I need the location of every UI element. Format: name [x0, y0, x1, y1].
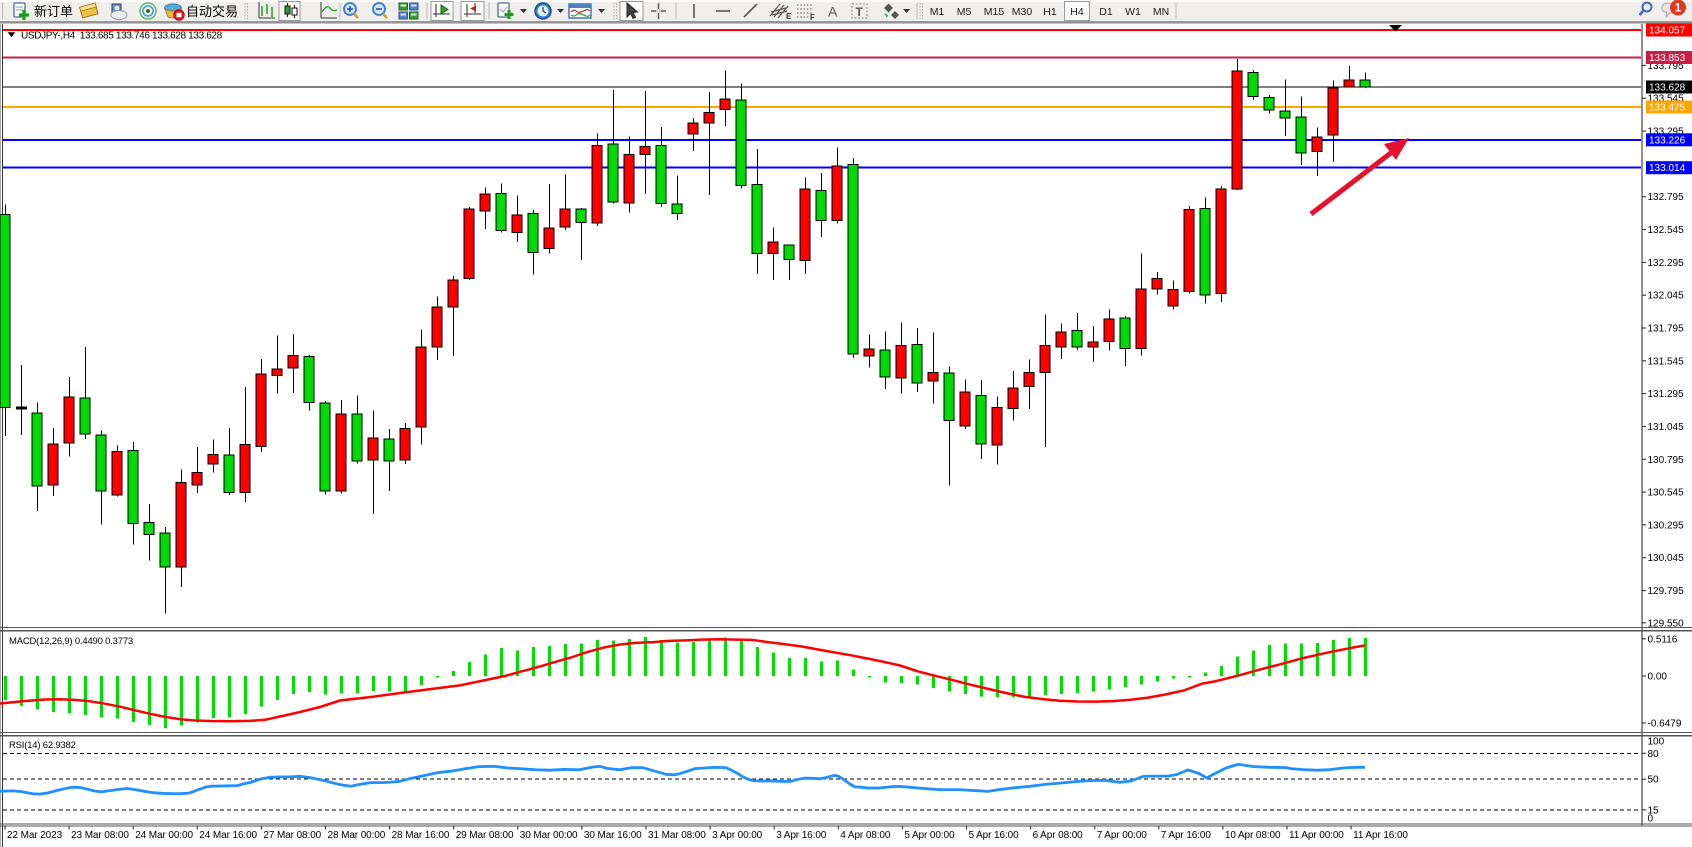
svg-text:130.795: 130.795: [1648, 455, 1685, 466]
svg-text:10 Apr 08:00: 10 Apr 08:00: [1225, 830, 1281, 841]
svg-text:11 Apr 00:00: 11 Apr 00:00: [1289, 830, 1344, 841]
svg-text:24 Mar 00:00: 24 Mar 00:00: [135, 830, 193, 841]
svg-text:131.295: 131.295: [1648, 389, 1685, 400]
svg-text:15: 15: [1648, 805, 1660, 816]
svg-text:E: E: [786, 12, 792, 21]
svg-text:M15: M15: [984, 6, 1005, 18]
svg-text:133.475: 133.475: [1649, 103, 1686, 114]
svg-text:M30: M30: [1012, 6, 1033, 18]
svg-text:28 Mar 16:00: 28 Mar 16:00: [392, 830, 450, 841]
svg-text:133.795: 133.795: [1648, 61, 1685, 72]
svg-text:MN: MN: [1153, 6, 1169, 18]
svg-text:24 Mar 16:00: 24 Mar 16:00: [199, 830, 257, 841]
svg-text:131.545: 131.545: [1648, 356, 1685, 367]
svg-text:0.5116: 0.5116: [1648, 634, 1678, 645]
svg-text:M1: M1: [930, 6, 945, 18]
svg-text:30 Mar 00:00: 30 Mar 00:00: [520, 830, 578, 841]
svg-text:0.00: 0.00: [1648, 672, 1668, 683]
svg-text:T: T: [856, 5, 864, 19]
svg-text:133.295: 133.295: [1648, 127, 1685, 138]
svg-text:30 Mar 16:00: 30 Mar 16:00: [584, 830, 642, 841]
svg-text:3 Apr 16:00: 3 Apr 16:00: [776, 830, 827, 841]
svg-text:5 Apr 00:00: 5 Apr 00:00: [904, 830, 955, 841]
svg-text:M5: M5: [957, 6, 972, 18]
svg-text:131.045: 131.045: [1648, 422, 1685, 433]
svg-text:自动交易: 自动交易: [186, 4, 238, 19]
svg-text:新订单: 新订单: [34, 4, 73, 19]
svg-text:H1: H1: [1043, 6, 1057, 18]
svg-text:1: 1: [1675, 3, 1682, 15]
svg-text:4 Apr 08:00: 4 Apr 08:00: [840, 830, 891, 841]
svg-text:6 Apr 08:00: 6 Apr 08:00: [1033, 830, 1084, 841]
svg-text:11 Apr 16:00: 11 Apr 16:00: [1353, 830, 1408, 841]
svg-text:22 Mar 2023: 22 Mar 2023: [7, 830, 63, 841]
svg-text:29 Mar 08:00: 29 Mar 08:00: [456, 830, 514, 841]
svg-text:5 Apr 16:00: 5 Apr 16:00: [969, 830, 1020, 841]
svg-text:100: 100: [1648, 737, 1665, 748]
svg-text:50: 50: [1648, 775, 1660, 786]
svg-text:RSI(14) 62.9382: RSI(14) 62.9382: [9, 740, 76, 751]
svg-text:7 Apr 16:00: 7 Apr 16:00: [1161, 830, 1212, 841]
svg-text:80: 80: [1648, 749, 1660, 760]
svg-text:133.014: 133.014: [1649, 163, 1686, 174]
svg-text:H4: H4: [1070, 6, 1084, 18]
svg-text:130.295: 130.295: [1648, 520, 1685, 531]
svg-text:27 Mar 08:00: 27 Mar 08:00: [263, 830, 321, 841]
svg-text:133.545: 133.545: [1648, 94, 1685, 105]
svg-text:129.550: 129.550: [1648, 618, 1685, 629]
svg-text:132.545: 132.545: [1648, 225, 1685, 236]
svg-text:F: F: [810, 13, 815, 22]
svg-text:130.045: 130.045: [1648, 553, 1685, 564]
svg-text:132.045: 132.045: [1648, 291, 1685, 302]
svg-text:132.295: 132.295: [1648, 258, 1685, 269]
svg-text:0: 0: [1648, 813, 1654, 824]
svg-text:131.795: 131.795: [1648, 324, 1685, 335]
svg-text:23 Mar 08:00: 23 Mar 08:00: [71, 830, 129, 841]
svg-text:129.795: 129.795: [1648, 586, 1685, 597]
svg-text:A: A: [828, 4, 838, 20]
svg-text:134.057: 134.057: [1649, 26, 1686, 37]
svg-text:28 Mar 00:00: 28 Mar 00:00: [328, 830, 386, 841]
svg-text:USDJPY-,H4 133.685 133.746 13: USDJPY-,H4 133.685 133.746 133.628 133.6…: [21, 31, 223, 42]
svg-text:31 Mar 08:00: 31 Mar 08:00: [648, 830, 706, 841]
svg-text:3 Apr 00:00: 3 Apr 00:00: [712, 830, 763, 841]
svg-text:130.545: 130.545: [1648, 488, 1685, 499]
svg-text:D1: D1: [1099, 6, 1113, 18]
svg-text:133.853: 133.853: [1649, 53, 1686, 64]
svg-text:W1: W1: [1125, 6, 1141, 18]
svg-text:133.628: 133.628: [1649, 83, 1686, 94]
svg-text:133.226: 133.226: [1649, 135, 1686, 146]
svg-text:-0.6479: -0.6479: [1648, 719, 1682, 730]
svg-text:7 Apr 00:00: 7 Apr 00:00: [1097, 830, 1148, 841]
svg-text:MACD(12,26,9) 0.4490 0.3773: MACD(12,26,9) 0.4490 0.3773: [9, 636, 133, 647]
svg-text:132.795: 132.795: [1648, 192, 1685, 203]
